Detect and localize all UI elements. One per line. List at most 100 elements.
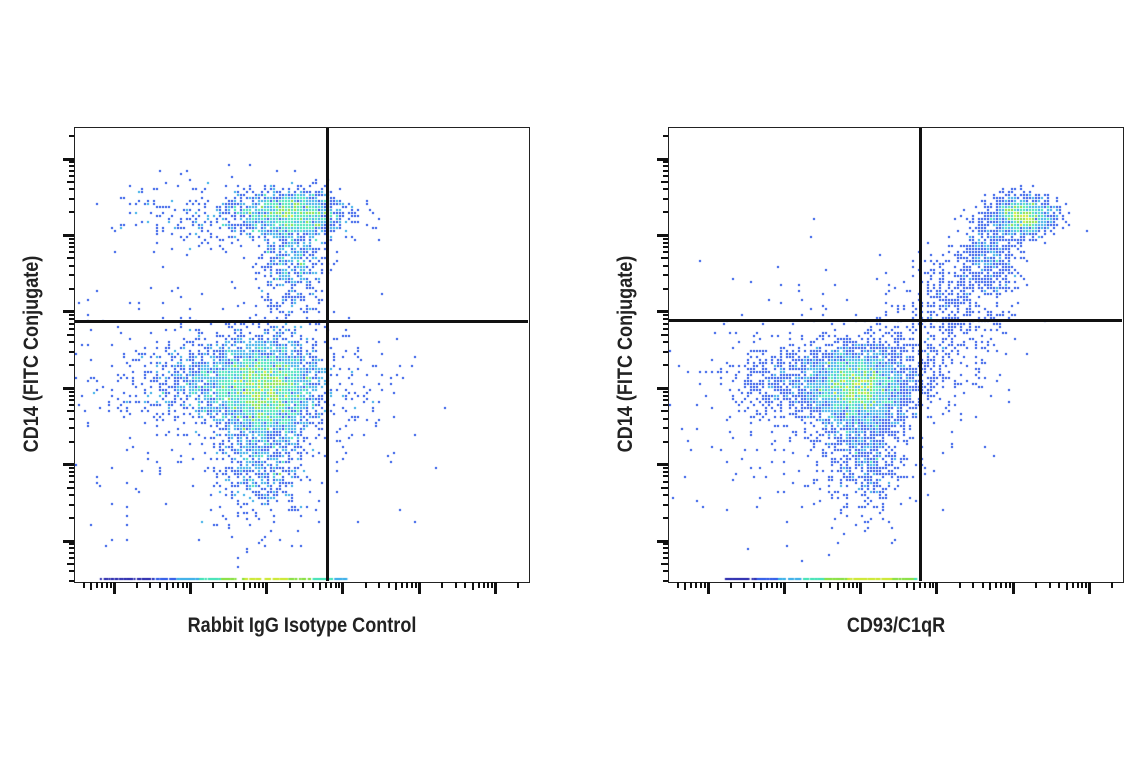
plot-area-cd93 [668, 127, 1124, 583]
axis-tick [663, 417, 668, 420]
axis-tick [663, 318, 668, 321]
axis-tick [896, 582, 898, 588]
quadrant-gate-horizontal [669, 319, 1122, 322]
axis-tick [334, 582, 337, 588]
axis-tick [981, 582, 984, 588]
axis-tick [1076, 582, 1079, 588]
axis-tick [69, 390, 74, 393]
x-axis-label: CD93/C1qR [846, 614, 946, 637]
axis-tick [69, 427, 74, 430]
axis-tick [661, 333, 668, 336]
axis-tick [69, 135, 74, 137]
axis-tick [661, 180, 668, 183]
axis-tick [958, 582, 961, 588]
axis-tick [663, 341, 668, 344]
axis-tick [663, 274, 668, 277]
axis-tick [69, 364, 74, 367]
axis-tick [69, 551, 74, 554]
axis-tick [302, 582, 304, 588]
axis-tick [663, 467, 668, 470]
x-axis-label: Rabbit IgG Isotype Control [187, 614, 417, 637]
y-axis-label: CD14 (FITC Conjugate) [20, 255, 43, 453]
axis-tick [657, 310, 668, 314]
axis-tick [782, 582, 786, 594]
axis-tick [995, 582, 998, 588]
axis-tick [819, 582, 822, 588]
axis-tick [471, 582, 474, 590]
axis-tick [663, 314, 668, 317]
axis-tick [842, 582, 845, 588]
axis-tick [225, 582, 228, 588]
axis-tick [771, 582, 774, 588]
axis-tick [112, 582, 116, 594]
axis-tick [69, 543, 74, 546]
axis-tick [324, 582, 327, 588]
axis-tick [69, 503, 74, 506]
axis-tick [82, 582, 85, 588]
axis-tick [663, 165, 668, 168]
axis-tick [663, 570, 668, 573]
axis-tick [69, 188, 74, 191]
axis-tick [67, 333, 74, 336]
axis-tick [69, 475, 74, 478]
axis-tick [311, 582, 314, 588]
axis-tick [338, 582, 341, 588]
axis-tick [924, 582, 927, 588]
axis-tick [1071, 582, 1074, 588]
axis-tick [69, 327, 74, 330]
axis-tick [1111, 582, 1114, 588]
axis-tick [989, 582, 992, 590]
axis-tick [1008, 582, 1011, 588]
axis-tick [69, 314, 74, 317]
axis-tick [729, 582, 732, 588]
axis-tick [663, 394, 668, 397]
axis-tick [663, 327, 668, 330]
axis-tick [63, 386, 74, 390]
y-axis-label: CD14 (FITC Conjugate) [614, 255, 637, 453]
axis-tick [663, 322, 668, 325]
axis-tick [69, 246, 74, 249]
axis-tick [181, 582, 184, 588]
axis-tick [69, 517, 74, 519]
axis-tick [90, 582, 93, 590]
axis-tick [663, 390, 668, 393]
axis-tick [69, 174, 74, 177]
quadrant-gate-horizontal [75, 320, 528, 323]
axis-tick [69, 341, 74, 344]
axis-tick [663, 364, 668, 367]
axis-tick [387, 582, 390, 588]
axis-tick [135, 582, 138, 588]
axis-tick [67, 257, 74, 260]
right-panel: CD93/C1qR CD14 (FITC Conjugate) [594, 0, 1141, 768]
axis-tick [663, 404, 668, 407]
axis-tick [464, 582, 467, 588]
axis-tick [265, 582, 269, 594]
axis-tick [67, 410, 74, 413]
axis-tick [935, 582, 939, 594]
axis-tick [663, 547, 668, 550]
plot-area-isotype [74, 127, 530, 583]
axis-tick [69, 161, 74, 164]
axis-tick [663, 264, 668, 267]
axis-tick [477, 582, 480, 588]
axis-tick [905, 582, 908, 588]
axis-tick [882, 582, 885, 588]
axis-tick [253, 582, 256, 588]
axis-tick [69, 417, 74, 420]
axis-tick [67, 486, 74, 489]
axis-tick [657, 539, 668, 543]
scatter-points [75, 128, 528, 581]
axis-tick [852, 582, 855, 588]
axis-tick [663, 494, 668, 496]
axis-tick [69, 318, 74, 321]
axis-tick [188, 582, 192, 594]
axis-tick [69, 547, 74, 550]
axis-tick [401, 582, 404, 588]
axis-tick [663, 241, 668, 244]
axis-tick [96, 582, 99, 588]
axis-tick [63, 233, 74, 237]
axis-tick [69, 467, 74, 470]
axis-tick [663, 251, 668, 254]
axis-tick [663, 287, 668, 290]
axis-tick [829, 582, 832, 588]
